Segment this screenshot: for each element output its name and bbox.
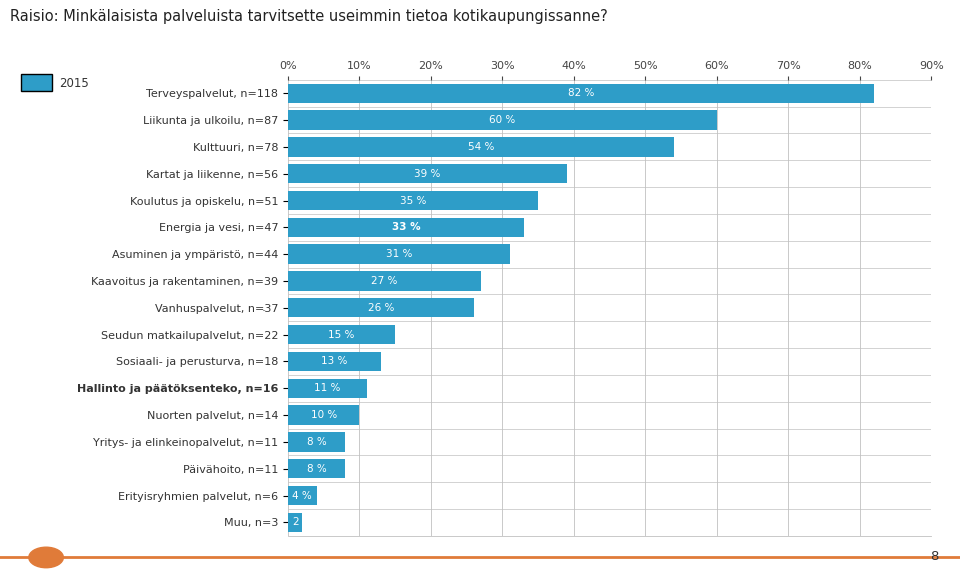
Text: 8 %: 8 % bbox=[306, 437, 326, 447]
Text: Raisio: Minkälaisista palveluista tarvitsette useimmin tietoa kotikaupungissanne: Raisio: Minkälaisista palveluista tarvit… bbox=[10, 9, 608, 23]
Text: 35 %: 35 % bbox=[400, 196, 426, 206]
Bar bbox=[288, 432, 346, 451]
Text: 39 %: 39 % bbox=[414, 169, 441, 178]
Text: 10 %: 10 % bbox=[311, 410, 337, 420]
Bar bbox=[288, 325, 396, 344]
Bar bbox=[288, 405, 359, 425]
Text: 4 %: 4 % bbox=[293, 491, 312, 500]
Text: 2: 2 bbox=[292, 518, 299, 527]
Bar bbox=[288, 218, 524, 237]
Bar bbox=[288, 245, 510, 264]
Bar bbox=[288, 84, 874, 103]
Text: 82 %: 82 % bbox=[567, 88, 594, 98]
Bar bbox=[288, 459, 346, 478]
Bar bbox=[288, 352, 381, 371]
Text: 8: 8 bbox=[930, 550, 939, 563]
Text: 26 %: 26 % bbox=[368, 303, 395, 313]
Text: .: . bbox=[262, 302, 266, 314]
Text: 13 %: 13 % bbox=[322, 356, 348, 367]
Bar bbox=[288, 164, 566, 184]
Text: 8 %: 8 % bbox=[306, 464, 326, 474]
Text: 15 %: 15 % bbox=[328, 329, 355, 340]
Bar bbox=[288, 486, 317, 505]
Text: 60 %: 60 % bbox=[490, 115, 516, 125]
Bar bbox=[288, 137, 674, 157]
Text: 31 %: 31 % bbox=[386, 249, 412, 259]
Text: 54 %: 54 % bbox=[468, 142, 494, 152]
Text: 11 %: 11 % bbox=[314, 383, 341, 393]
Bar bbox=[288, 513, 302, 532]
Bar bbox=[288, 298, 474, 317]
Text: 2015: 2015 bbox=[60, 77, 89, 89]
Bar bbox=[288, 111, 717, 130]
Bar bbox=[288, 378, 367, 398]
Bar bbox=[288, 191, 539, 210]
Text: 33 %: 33 % bbox=[392, 222, 420, 233]
Bar bbox=[288, 271, 481, 291]
Text: 27 %: 27 % bbox=[372, 276, 397, 286]
